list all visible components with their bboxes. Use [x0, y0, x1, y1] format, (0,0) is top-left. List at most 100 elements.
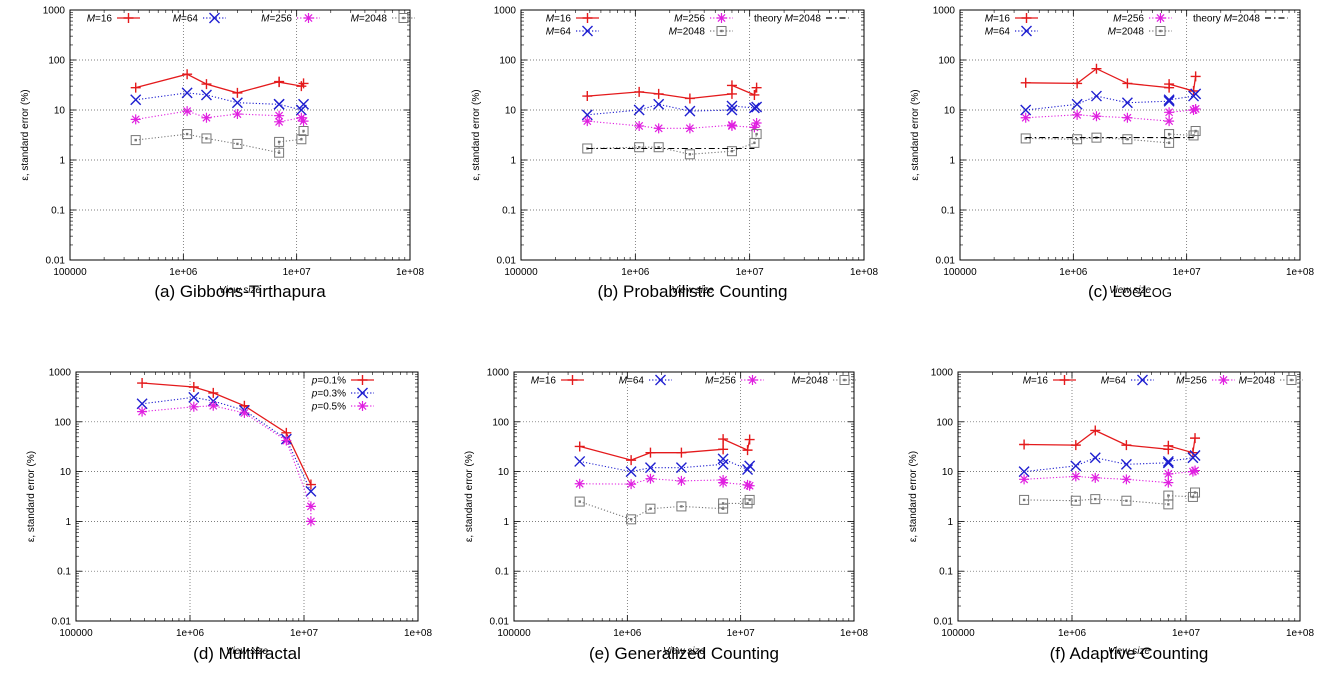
- series-2: [1018, 450, 1201, 478]
- data-point: [1020, 112, 1031, 123]
- legend-label: M=256: [261, 14, 292, 25]
- y-tick-label: 1000: [43, 6, 66, 17]
- x-tick-label: 1e+07: [290, 628, 319, 639]
- legend-label: M=64: [619, 376, 645, 387]
- data-point: [634, 142, 645, 153]
- data-point: [1163, 468, 1174, 479]
- data-point: [574, 496, 585, 507]
- data-point: [1164, 129, 1175, 140]
- series-line: [135, 92, 305, 111]
- x-tick-label: 1e+07: [727, 628, 756, 639]
- legend: M=16 M=64 M=256 M=2048: [1023, 374, 1303, 387]
- data-point: [1190, 88, 1202, 100]
- data-point: [742, 445, 753, 456]
- data-point: [281, 435, 292, 446]
- series-3: [137, 400, 316, 527]
- legend-item: M=16: [985, 13, 1038, 25]
- data-point: [742, 464, 754, 476]
- series-1: [582, 80, 762, 104]
- legend-marker: [1155, 13, 1166, 23]
- data-point: [1018, 466, 1030, 478]
- data-point: [718, 477, 729, 488]
- data-point: [1090, 425, 1101, 436]
- legend-item: M=16: [1023, 375, 1076, 387]
- caption-label: (b): [598, 282, 624, 301]
- y-tick-label: 100: [499, 56, 516, 67]
- x-tick-label: 1e+07: [736, 267, 765, 278]
- y-tick-label: 0.1: [941, 206, 955, 217]
- data-point: [653, 142, 664, 153]
- data-point: [633, 104, 645, 116]
- grid-lines: [514, 372, 854, 621]
- data-point: [188, 381, 199, 392]
- data-point: [1163, 95, 1175, 107]
- y-tick-label: 10: [54, 106, 66, 117]
- data-point: [1122, 134, 1133, 145]
- series-line: [1025, 67, 1197, 92]
- series-line: [579, 438, 751, 461]
- y-tick-label: 1000: [933, 6, 956, 17]
- legend-marker: [1286, 375, 1297, 385]
- x-axis-label: View size: [671, 285, 713, 296]
- data-point: [1190, 103, 1201, 114]
- legend-marker: [747, 375, 758, 385]
- legend-label: M=16: [1023, 376, 1049, 387]
- legend-marker: [839, 375, 850, 385]
- x-tick-label: 1e+08: [1286, 267, 1315, 278]
- data-point: [1122, 112, 1133, 123]
- legend-label: theory M=2048: [1193, 14, 1260, 25]
- series-3: [1019, 465, 1201, 488]
- data-point: [1122, 78, 1133, 89]
- data-point: [1120, 458, 1132, 470]
- data-point: [1121, 474, 1132, 485]
- legend-label: M=16: [87, 14, 113, 25]
- legend-label: M=256: [674, 14, 705, 25]
- chart-panel-6: 100000 1e+06 1e+07 1e+08 0.01 0.1 1 10 100 1000 Vi…: [908, 368, 1314, 664]
- y-tick-label: 1: [949, 156, 955, 167]
- y-tick-label: 1000: [487, 368, 510, 379]
- legend-marker: [582, 13, 593, 23]
- legend-marker: [1218, 375, 1229, 385]
- series-4: [1020, 126, 1201, 148]
- data-point: [744, 494, 755, 505]
- legend-item: M=64: [173, 12, 226, 25]
- x-tick-label: 100000: [497, 628, 531, 639]
- y-tick-label: 1: [510, 156, 516, 167]
- data-point: [1164, 137, 1175, 148]
- x-tick-label: 1e+06: [176, 628, 205, 639]
- legend-item: M=256: [705, 375, 764, 387]
- caption-label: (d): [193, 644, 219, 663]
- data-point: [1162, 457, 1174, 469]
- data-point: [634, 120, 645, 131]
- data-point: [274, 77, 285, 88]
- data-point: [634, 86, 645, 97]
- x-axis-label: View size: [1108, 646, 1150, 657]
- panel-caption: (c) LOGLOG: [1088, 282, 1172, 301]
- data-point: [684, 105, 696, 117]
- data-point: [676, 447, 687, 458]
- data-point: [208, 387, 219, 398]
- data-point: [274, 116, 285, 127]
- plot-frame: [959, 9, 1301, 261]
- series-line: [579, 499, 751, 520]
- series-4: [130, 126, 309, 158]
- legend-marker: [716, 13, 727, 23]
- series-line: [135, 110, 304, 123]
- data-point: [1019, 474, 1030, 485]
- data-point: [296, 112, 307, 123]
- legend-item: p=0.1%: [311, 375, 374, 387]
- series-1: [130, 69, 309, 98]
- y-axis-label: ε, standard error (%): [26, 451, 37, 542]
- legend-marker: [1021, 25, 1032, 37]
- data-point: [1070, 495, 1081, 506]
- x-tick-label: 1e+08: [1286, 628, 1315, 639]
- series-2: [130, 87, 310, 116]
- legend-label: M=64: [546, 27, 572, 38]
- data-point: [1164, 116, 1175, 127]
- legend-label: M=2048: [669, 27, 706, 38]
- legend-marker: [357, 375, 368, 385]
- data-point: [1091, 111, 1102, 122]
- x-tick-label: 100000: [59, 628, 93, 639]
- data-point: [1020, 104, 1032, 116]
- x-tick-label: 100000: [943, 267, 977, 278]
